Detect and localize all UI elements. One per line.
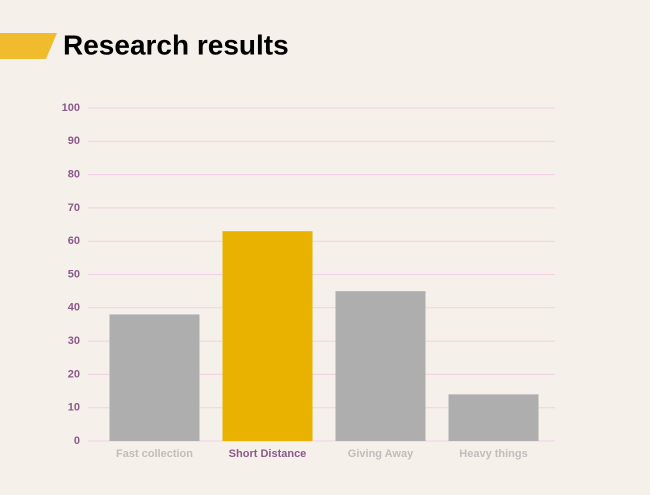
bar	[335, 291, 426, 441]
y-tick-label: 70	[68, 202, 80, 214]
y-tick-label: 60	[68, 235, 80, 247]
title-accent	[0, 33, 57, 59]
y-tick-label: 30	[68, 335, 80, 347]
chart-title: Research results	[63, 29, 289, 60]
x-tick-label: Heavy things	[459, 448, 527, 460]
x-tick-label: Short Distance	[229, 448, 307, 460]
y-tick-label: 20	[68, 368, 80, 380]
bar	[448, 394, 539, 441]
x-tick-label: Giving Away	[348, 448, 414, 460]
y-tick-label: 90	[68, 135, 80, 147]
y-tick-label: 10	[68, 402, 80, 414]
y-tick-label: 40	[68, 302, 80, 314]
bar	[109, 314, 200, 441]
x-tick-label: Fast collection	[116, 448, 193, 460]
y-tick-label: 80	[68, 169, 80, 181]
y-tick-label: 50	[68, 268, 80, 280]
bar	[222, 231, 313, 441]
y-tick-label: 0	[74, 435, 80, 447]
y-tick-label: 100	[62, 102, 80, 114]
